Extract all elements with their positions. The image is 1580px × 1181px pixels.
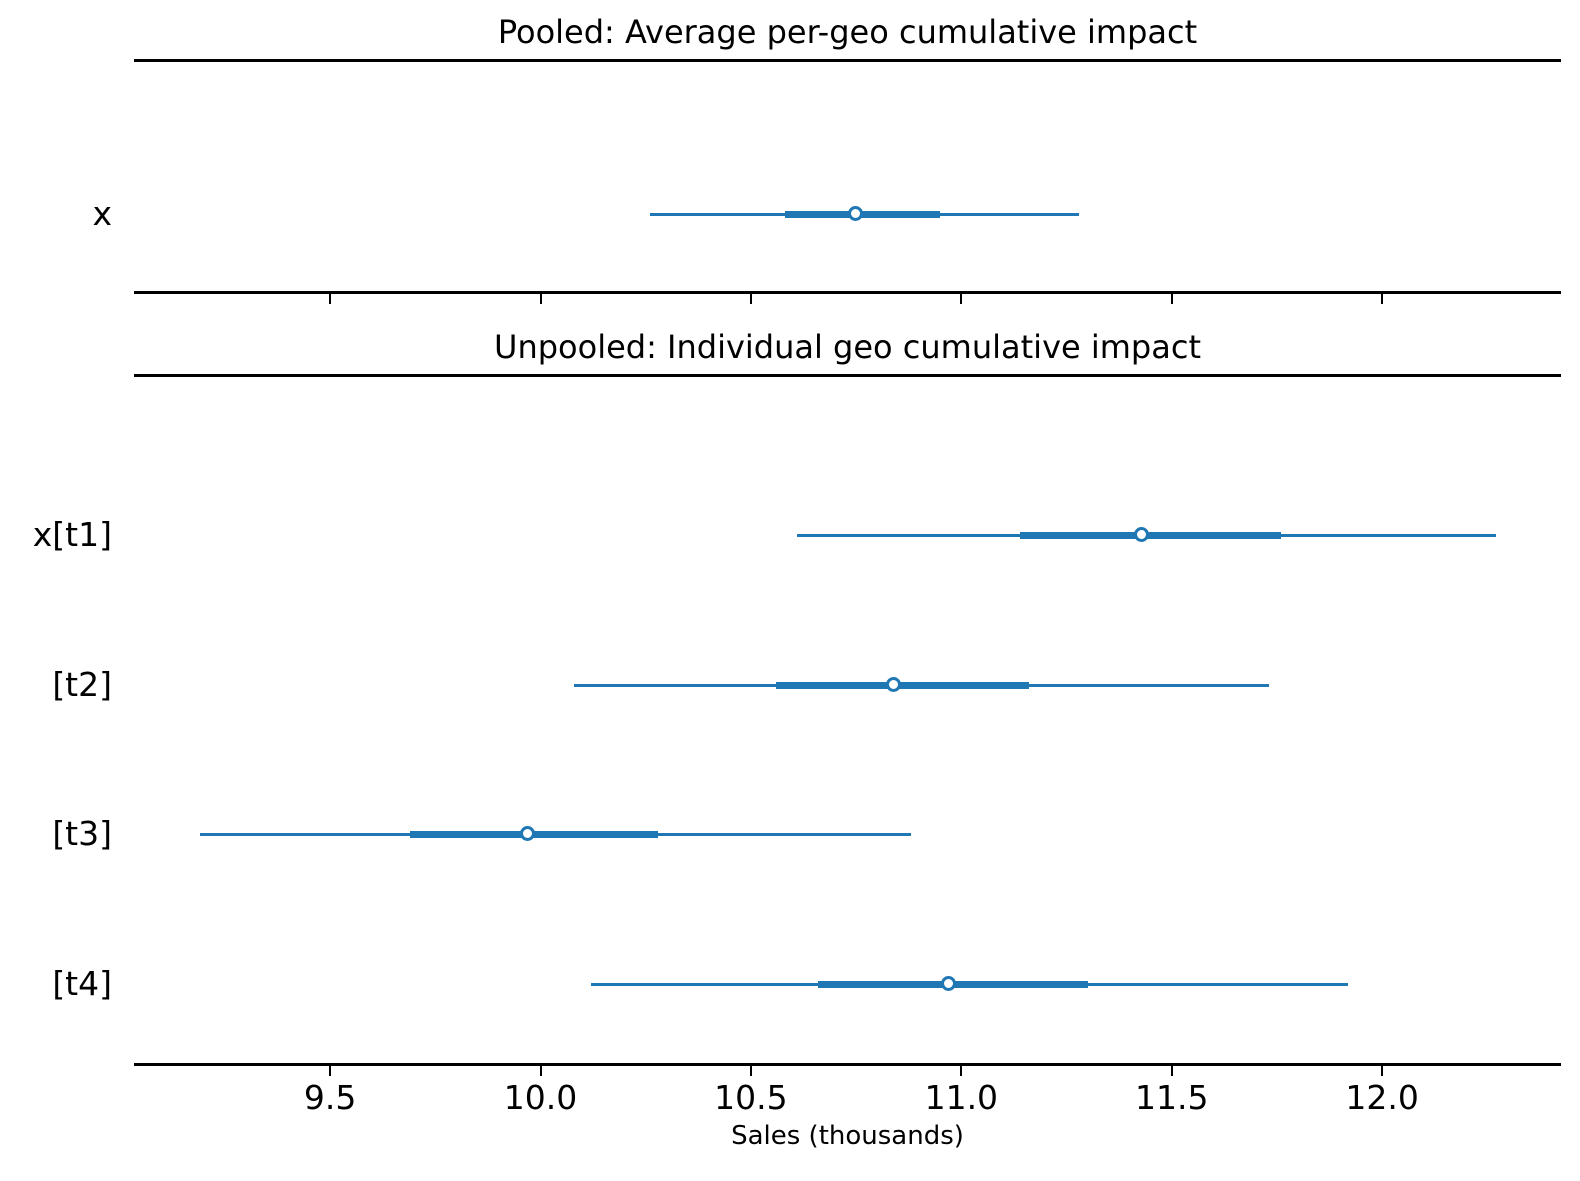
x-axis-tick bbox=[749, 1065, 752, 1076]
x-axis-tick bbox=[329, 1065, 332, 1076]
x-axis-tick-label: 11.5 bbox=[1134, 1078, 1209, 1117]
x-axis-tick bbox=[960, 293, 963, 304]
x-axis-tick-label: 12.0 bbox=[1345, 1078, 1419, 1117]
panel-bottom-spine bbox=[134, 1062, 1561, 1066]
credible-interval-inner bbox=[776, 681, 1029, 689]
x-axis-label: Sales (thousands) bbox=[731, 1121, 964, 1151]
x-axis-tick bbox=[749, 293, 752, 304]
posterior-mean-marker bbox=[940, 976, 956, 991]
credible-interval-inner bbox=[1020, 531, 1282, 539]
posterior-mean-marker bbox=[1134, 527, 1150, 542]
posterior-mean-marker bbox=[519, 826, 535, 841]
panel-title-pooled: Pooled: Average per-geo cumulative impac… bbox=[497, 13, 1198, 51]
posterior-mean-marker bbox=[886, 677, 901, 692]
posterior-mean-marker bbox=[848, 206, 864, 221]
x-axis-tick bbox=[960, 1065, 963, 1076]
row-label: [t3] bbox=[52, 814, 112, 853]
x-axis-tick-label: 11.0 bbox=[924, 1078, 999, 1117]
row-label: [t2] bbox=[52, 665, 112, 704]
x-axis-tick bbox=[329, 293, 332, 304]
row-label: x bbox=[92, 194, 112, 233]
panel-top-spine bbox=[134, 58, 1561, 62]
x-axis-tick bbox=[1170, 293, 1173, 304]
x-axis-tick bbox=[539, 293, 542, 304]
x-axis-tick-label: 10.0 bbox=[503, 1078, 578, 1117]
x-axis-tick bbox=[1381, 1065, 1384, 1076]
x-axis-tick-label: 9.5 bbox=[303, 1078, 357, 1117]
x-axis-tick bbox=[539, 1065, 542, 1076]
row-label: x[t1] bbox=[32, 515, 112, 554]
panel-bottom-spine bbox=[134, 290, 1561, 294]
x-axis-tick bbox=[1170, 1065, 1173, 1076]
row-label: [t4] bbox=[52, 964, 112, 1003]
panel-title-unpooled: Unpooled: Individual geo cumulative impa… bbox=[494, 328, 1201, 366]
x-axis-tick bbox=[1381, 293, 1384, 304]
x-axis-tick-label: 10.5 bbox=[714, 1078, 788, 1117]
panel-top-spine bbox=[134, 373, 1561, 377]
